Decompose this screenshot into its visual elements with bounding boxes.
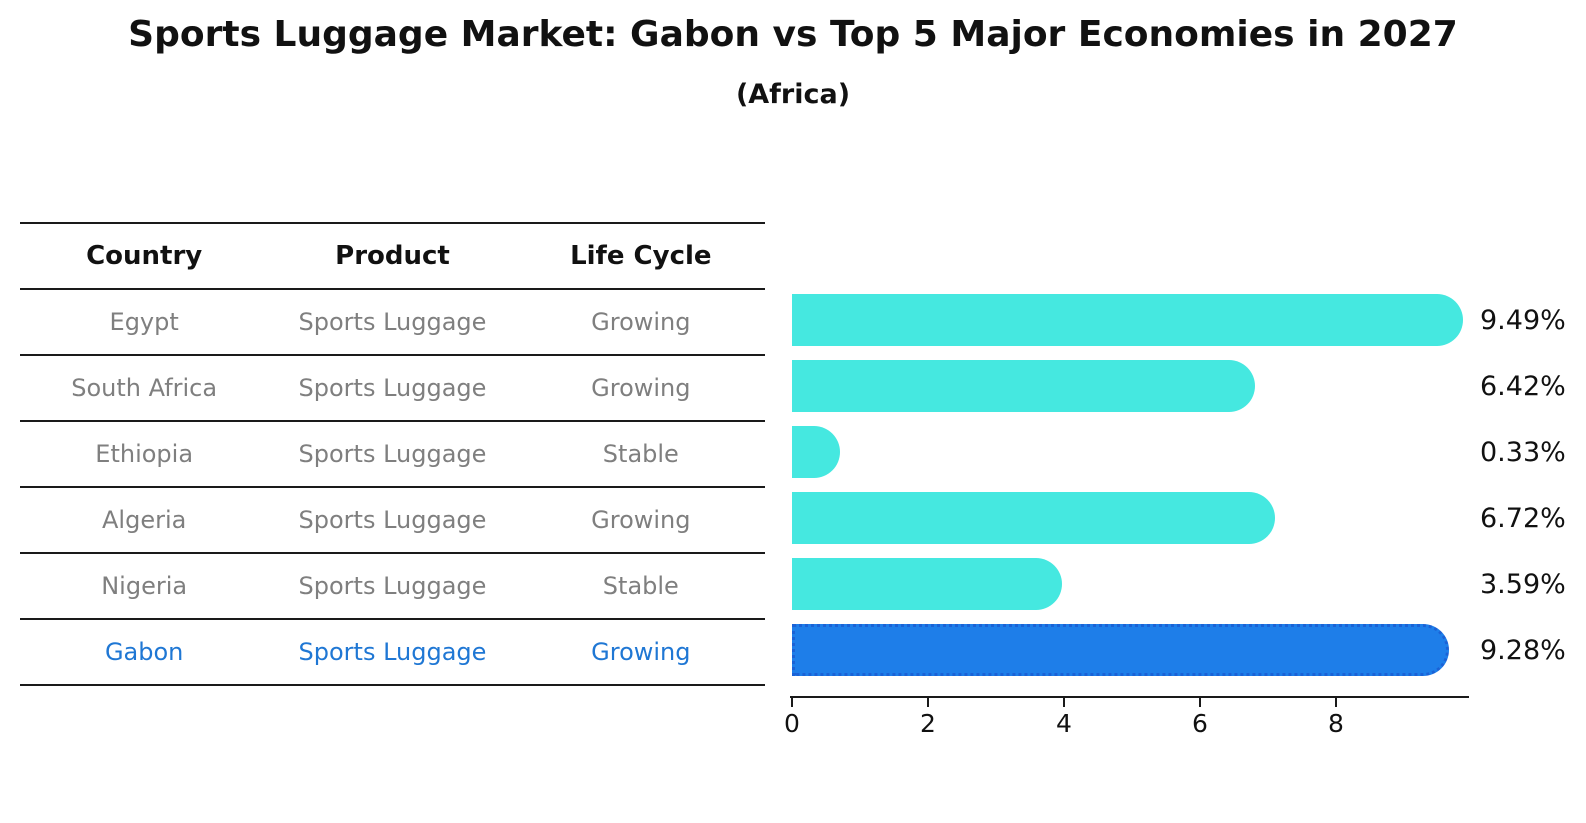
- table-row-south-africa: South Africa Sports Luggage Growing: [20, 354, 765, 420]
- table-row-egypt: Egypt Sports Luggage Growing: [20, 288, 765, 354]
- column-header-life-cycle: Life Cycle: [570, 241, 712, 271]
- table-cell-life-cycle: Growing: [591, 374, 691, 402]
- x-axis-tick-label: 4: [1056, 709, 1072, 738]
- table-row-nigeria: Nigeria Sports Luggage Stable: [20, 552, 765, 618]
- table-cell-product: Sports Luggage: [298, 572, 487, 600]
- x-axis-tick-label: 2: [920, 709, 936, 738]
- chart-subtitle: (Africa): [735, 79, 851, 110]
- x-axis-tick-mark: [927, 698, 929, 707]
- table-row-gabon: Gabon Sports Luggage Growing: [20, 618, 765, 684]
- table-cell-country: Ethiopia: [95, 440, 194, 468]
- bar-nigeria: [792, 558, 1062, 610]
- x-axis-tick-label: 6: [1192, 709, 1208, 738]
- table-cell-life-cycle: Stable: [602, 572, 679, 600]
- x-axis-line: [790, 696, 1469, 698]
- table-cell-country: Egypt: [109, 308, 179, 336]
- data-table: Country Product Life Cycle Egypt Sports L…: [20, 222, 765, 686]
- table-cell-life-cycle: Stable: [602, 440, 679, 468]
- table-row-algeria: Algeria Sports Luggage Growing: [20, 486, 765, 552]
- x-axis-tick-mark: [791, 698, 793, 707]
- bar-ethiopia: [792, 426, 840, 478]
- value-label-gabon: 9.28%: [1480, 634, 1566, 666]
- table-cell-life-cycle: Growing: [591, 638, 691, 666]
- table-row-ethiopia: Ethiopia Sports Luggage Stable: [20, 420, 765, 486]
- column-header-product: Product: [335, 241, 450, 271]
- value-label-algeria: 6.72%: [1480, 502, 1566, 534]
- x-axis-tick-mark: [1063, 698, 1065, 707]
- x-axis-tick-mark: [1335, 698, 1337, 707]
- table-header-row: Country Product Life Cycle: [20, 222, 765, 288]
- x-axis-tick-mark: [1199, 698, 1201, 707]
- chart-title: Sports Luggage Market: Gabon vs Top 5 Ma…: [128, 14, 1458, 55]
- table-cell-product: Sports Luggage: [298, 506, 487, 534]
- value-label-south-africa: 6.42%: [1480, 370, 1566, 402]
- table-cell-product: Sports Luggage: [298, 638, 487, 666]
- bar-gabon: [792, 624, 1449, 676]
- value-label-ethiopia: 0.33%: [1480, 436, 1566, 468]
- table-body: Egypt Sports Luggage Growing South Africa Sp…: [20, 288, 765, 684]
- x-axis-tick-label: 8: [1328, 709, 1344, 738]
- value-label-egypt: 9.49%: [1480, 304, 1566, 336]
- bar-algeria: [792, 492, 1275, 544]
- table-cell-country: Gabon: [104, 638, 184, 666]
- table-cell-country: South Africa: [71, 374, 218, 402]
- table-cell-product: Sports Luggage: [298, 440, 487, 468]
- column-header-country: Country: [86, 241, 203, 271]
- bar-south-africa: [792, 360, 1255, 412]
- table-cell-country: Algeria: [102, 506, 187, 534]
- x-axis-tick-label: 0: [784, 709, 800, 738]
- table-cell-life-cycle: Growing: [591, 506, 691, 534]
- table-cell-country: Nigeria: [101, 572, 188, 600]
- value-label-nigeria: 3.59%: [1480, 568, 1566, 600]
- bar-egypt: [792, 294, 1463, 346]
- table-cell-product: Sports Luggage: [298, 374, 487, 402]
- table-cell-life-cycle: Growing: [591, 308, 691, 336]
- table-cell-product: Sports Luggage: [298, 308, 487, 336]
